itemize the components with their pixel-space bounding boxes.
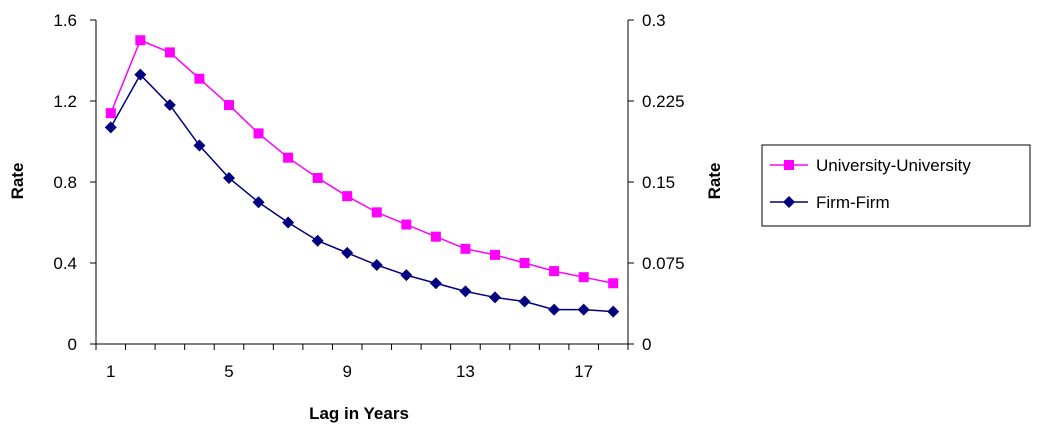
data-point — [252, 196, 265, 209]
data-point — [371, 207, 382, 218]
data-point — [194, 73, 205, 84]
left-y-tick-label: 0.8 — [53, 173, 77, 192]
right-y-tick-label: 0.3 — [642, 11, 666, 30]
data-point — [490, 249, 500, 260]
data-point — [429, 277, 442, 290]
series-line — [110, 73, 614, 313]
data-point — [223, 171, 235, 184]
left-y-tick-label: 1.6 — [53, 11, 77, 30]
data-point — [401, 219, 412, 230]
series-line — [110, 39, 614, 284]
legend-item: University-University — [770, 156, 971, 175]
legend: University-University Firm-Firm — [761, 144, 1031, 227]
right-y-tick-label: 0.075 — [642, 254, 685, 273]
x-tick-label: 1 — [106, 362, 115, 381]
data-point — [134, 68, 147, 81]
left-axis-title: Rate — [8, 163, 27, 200]
x-tick-label: 17 — [574, 362, 593, 381]
data-point — [400, 269, 413, 282]
legend-label: Firm-Firm — [816, 193, 890, 212]
data-point — [224, 100, 234, 111]
x-tick-label: 9 — [342, 362, 351, 381]
series-square — [105, 35, 619, 289]
data-point — [460, 243, 471, 254]
legend-box — [761, 144, 1031, 227]
data-point — [163, 99, 176, 112]
data-point — [341, 246, 354, 259]
data-point — [164, 47, 175, 58]
data-point — [135, 35, 146, 46]
right-y-ticks: 0 0.075 0.15 0.225 0.3 — [628, 11, 685, 354]
data-point — [607, 305, 620, 318]
data-point — [193, 139, 206, 152]
left-y-tick-label: 1.2 — [53, 92, 77, 111]
data-point — [283, 152, 294, 163]
data-point — [578, 272, 589, 283]
x-ticks: 1 5 9 13 17 — [95, 344, 629, 381]
series-group — [104, 35, 620, 318]
data-point — [253, 128, 264, 139]
legend-swatch-marker — [783, 196, 795, 208]
legend-label: University-University — [816, 156, 971, 175]
data-point — [104, 121, 117, 134]
data-point — [311, 234, 324, 247]
legend-item: Firm-Firm — [770, 193, 890, 212]
data-point — [459, 285, 472, 298]
data-point — [548, 303, 561, 316]
data-point — [282, 216, 295, 229]
data-point — [105, 108, 116, 119]
legend-swatch-marker — [784, 160, 794, 170]
data-point — [430, 231, 441, 242]
data-point — [608, 278, 619, 289]
right-axis-title: Rate — [705, 163, 724, 200]
data-point — [312, 172, 323, 183]
x-tick-label: 5 — [224, 362, 233, 381]
x-axis-title: Lag in Years — [309, 404, 409, 423]
data-point — [342, 191, 353, 202]
left-y-tick-label: 0.4 — [53, 254, 77, 273]
data-point — [549, 266, 560, 277]
plot-area: 0 0.4 0.8 1.2 1.6 0 0.075 0.15 0.225 0.3 1 5 9 13 17 — [53, 11, 684, 381]
data-point — [518, 295, 531, 308]
right-y-tick-label: 0.225 — [642, 92, 685, 111]
right-y-tick-label: 0.15 — [642, 173, 675, 192]
x-tick-label: 13 — [456, 362, 475, 381]
data-point — [519, 258, 530, 268]
series-diamond — [104, 68, 620, 318]
data-point — [577, 303, 590, 316]
right-y-tick-label: 0 — [642, 335, 651, 354]
left-y-tick-label: 0 — [68, 335, 77, 354]
left-y-ticks: 0 0.4 0.8 1.2 1.6 — [53, 11, 96, 354]
data-point — [370, 259, 383, 272]
data-point — [489, 291, 501, 304]
